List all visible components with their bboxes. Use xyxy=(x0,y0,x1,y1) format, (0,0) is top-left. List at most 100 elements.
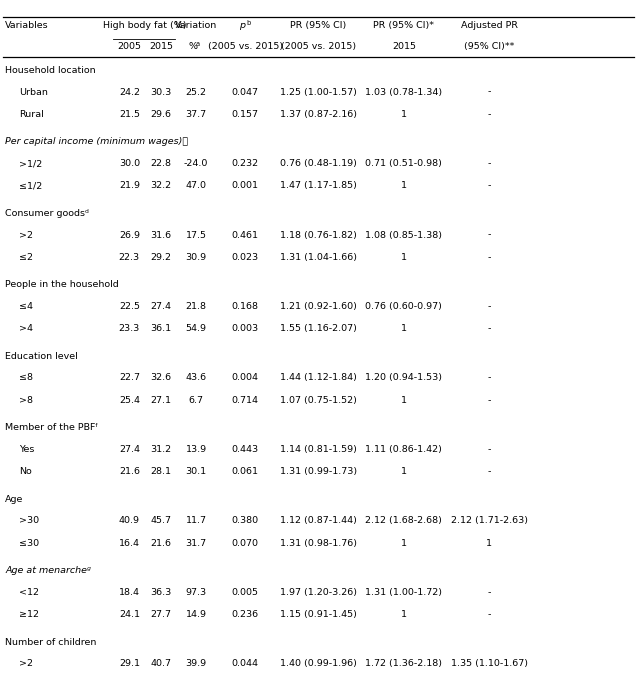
Text: 0.004: 0.004 xyxy=(232,373,259,382)
Text: -: - xyxy=(487,110,491,119)
Text: 0.168: 0.168 xyxy=(232,302,259,311)
Text: -: - xyxy=(487,610,491,619)
Text: Number of children: Number of children xyxy=(5,638,96,646)
Text: (95% CI)**: (95% CI)** xyxy=(464,42,515,51)
Text: 0.461: 0.461 xyxy=(232,231,259,239)
Text: 2.12 (1.68-2.68): 2.12 (1.68-2.68) xyxy=(366,516,442,525)
Text: 1.55 (1.16-2.07): 1.55 (1.16-2.07) xyxy=(280,324,357,333)
Text: 0.001: 0.001 xyxy=(232,181,259,190)
Text: 45.7: 45.7 xyxy=(151,516,171,525)
Text: 17.5: 17.5 xyxy=(186,231,206,239)
Text: ≤8: ≤8 xyxy=(19,373,33,382)
Text: 30.0: 30.0 xyxy=(118,159,140,168)
Text: 27.7: 27.7 xyxy=(151,610,171,619)
Text: 0.023: 0.023 xyxy=(232,253,259,262)
Text: 1.11 (0.86-1.42): 1.11 (0.86-1.42) xyxy=(366,445,442,454)
Text: $p$: $p$ xyxy=(239,21,247,32)
Text: 0.003: 0.003 xyxy=(232,324,259,333)
Text: PR (95% CI)*: PR (95% CI)* xyxy=(373,21,434,30)
Text: 0.76 (0.48-1.19): 0.76 (0.48-1.19) xyxy=(280,159,357,168)
Text: 21.6: 21.6 xyxy=(151,539,171,547)
Text: 2005: 2005 xyxy=(117,42,141,51)
Text: 0.714: 0.714 xyxy=(232,396,259,404)
Text: Variation: Variation xyxy=(175,21,217,30)
Text: -: - xyxy=(487,588,491,596)
Text: -: - xyxy=(487,181,491,190)
Text: -: - xyxy=(487,231,491,239)
Text: 1.31 (0.98-1.76): 1.31 (0.98-1.76) xyxy=(280,539,357,547)
Text: 1: 1 xyxy=(401,181,407,190)
Text: 27.4: 27.4 xyxy=(119,445,140,454)
Text: Yes: Yes xyxy=(19,445,34,454)
Text: 0.157: 0.157 xyxy=(232,110,259,119)
Text: 0.76 (0.60-0.97): 0.76 (0.60-0.97) xyxy=(366,302,442,311)
Text: 21.5: 21.5 xyxy=(119,110,140,119)
Text: 97.3: 97.3 xyxy=(185,588,207,596)
Text: Per capital income (minimum wages)ᶄ: Per capital income (minimum wages)ᶄ xyxy=(5,137,188,146)
Text: 1.07 (0.75-1.52): 1.07 (0.75-1.52) xyxy=(280,396,357,404)
Text: No: No xyxy=(19,467,32,476)
Text: 21.6: 21.6 xyxy=(119,467,140,476)
Text: 31.6: 31.6 xyxy=(150,231,172,239)
Text: 24.2: 24.2 xyxy=(119,88,140,96)
Text: 22.5: 22.5 xyxy=(119,302,140,311)
Text: 1: 1 xyxy=(401,396,407,404)
Text: 1.18 (0.76-1.82): 1.18 (0.76-1.82) xyxy=(280,231,357,239)
Text: People in the household: People in the household xyxy=(5,280,119,289)
Text: Rural: Rural xyxy=(19,110,44,119)
Text: Adjusted PR: Adjusted PR xyxy=(461,21,518,30)
Text: ≥12: ≥12 xyxy=(19,610,39,619)
Text: >1/2: >1/2 xyxy=(19,159,42,168)
Text: 1: 1 xyxy=(401,324,407,333)
Text: 1.37 (0.87-2.16): 1.37 (0.87-2.16) xyxy=(280,110,357,119)
Text: >30: >30 xyxy=(19,516,39,525)
Text: 0.005: 0.005 xyxy=(232,588,259,596)
Text: 1.20 (0.94-1.53): 1.20 (0.94-1.53) xyxy=(366,373,442,382)
Text: 1.44 (1.12-1.84): 1.44 (1.12-1.84) xyxy=(280,373,357,382)
Text: -24.0: -24.0 xyxy=(184,159,208,168)
Text: <12: <12 xyxy=(19,588,39,596)
Text: 1: 1 xyxy=(401,610,407,619)
Text: 54.9: 54.9 xyxy=(186,324,206,333)
Text: 2015: 2015 xyxy=(149,42,173,51)
Text: 1.31 (1.00-1.72): 1.31 (1.00-1.72) xyxy=(366,588,442,596)
Text: Urban: Urban xyxy=(19,88,48,96)
Text: 1: 1 xyxy=(486,539,492,547)
Text: ≤1/2: ≤1/2 xyxy=(19,181,42,190)
Text: 1.14 (0.81-1.59): 1.14 (0.81-1.59) xyxy=(280,445,357,454)
Text: 29.2: 29.2 xyxy=(151,253,171,262)
Text: 1.72 (1.36-2.18): 1.72 (1.36-2.18) xyxy=(366,659,442,668)
Text: 1: 1 xyxy=(401,539,407,547)
Text: 47.0: 47.0 xyxy=(186,181,206,190)
Text: 22.8: 22.8 xyxy=(151,159,171,168)
Text: 16.4: 16.4 xyxy=(119,539,140,547)
Text: 26.9: 26.9 xyxy=(119,231,140,239)
Text: 30.9: 30.9 xyxy=(185,253,207,262)
Text: -: - xyxy=(487,445,491,454)
Text: 23.3: 23.3 xyxy=(118,324,140,333)
Text: 1: 1 xyxy=(401,253,407,262)
Text: 0.070: 0.070 xyxy=(232,539,259,547)
Text: 25.4: 25.4 xyxy=(119,396,140,404)
Text: 24.1: 24.1 xyxy=(119,610,140,619)
Text: (2005 vs. 2015): (2005 vs. 2015) xyxy=(208,42,283,51)
Text: 28.1: 28.1 xyxy=(151,467,171,476)
Text: Household location: Household location xyxy=(5,66,96,75)
Text: 1.21 (0.92-1.60): 1.21 (0.92-1.60) xyxy=(280,302,357,311)
Text: Variables: Variables xyxy=(5,21,48,30)
Text: 1.03 (0.78-1.34): 1.03 (0.78-1.34) xyxy=(365,88,443,96)
Text: 43.6: 43.6 xyxy=(185,373,207,382)
Text: ≤30: ≤30 xyxy=(19,539,39,547)
Text: 25.2: 25.2 xyxy=(186,88,206,96)
Text: 6.7: 6.7 xyxy=(189,396,204,404)
Text: ≤4: ≤4 xyxy=(19,302,33,311)
Text: -: - xyxy=(487,159,491,168)
Text: 1: 1 xyxy=(401,467,407,476)
Text: 30.3: 30.3 xyxy=(150,88,172,96)
Text: -: - xyxy=(487,88,491,96)
Text: a: a xyxy=(196,41,199,47)
Text: High body fat (%): High body fat (%) xyxy=(103,21,187,30)
Text: 1.47 (1.17-1.85): 1.47 (1.17-1.85) xyxy=(280,181,357,190)
Text: 22.3: 22.3 xyxy=(118,253,140,262)
Text: 37.7: 37.7 xyxy=(185,110,207,119)
